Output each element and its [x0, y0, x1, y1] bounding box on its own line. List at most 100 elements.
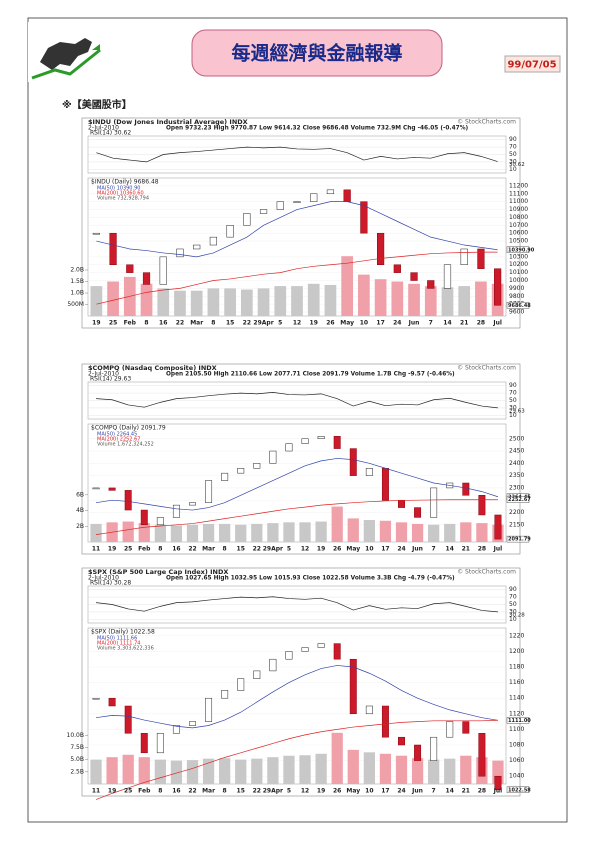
- legend-price: $INDU (Daily) 9686.48: [91, 179, 159, 186]
- candle: [108, 487, 116, 491]
- value-tag-box: [506, 302, 530, 309]
- y-tick-label: 2450: [509, 448, 524, 455]
- volume-bar: [299, 755, 311, 784]
- volume-bar: [90, 286, 103, 316]
- x-tick-label: Jul: [493, 788, 503, 795]
- x-tick-label: 8: [211, 320, 215, 327]
- chart-quote: Open 1027.65 High 1032.95 Low 1015.93 Cl…: [166, 576, 455, 582]
- y-tick-label: 2400: [509, 460, 524, 467]
- volume-bar: [219, 523, 231, 542]
- x-tick-label: 25: [124, 788, 132, 795]
- volume-bar: [395, 755, 408, 784]
- x-tick-label: 14: [446, 546, 454, 553]
- y-tick-label: 1220: [509, 632, 524, 639]
- rsi-line: [96, 146, 498, 163]
- y-tick-label: 10300: [509, 253, 528, 260]
- volume-bar: [331, 506, 343, 542]
- volume-bar: [90, 523, 102, 542]
- candle: [301, 647, 309, 652]
- candle: [92, 487, 100, 490]
- y-tick-label: 2500: [509, 435, 524, 442]
- volume-tick-label: 2B: [76, 523, 84, 530]
- x-tick-label: Jun: [408, 320, 420, 327]
- candle: [285, 651, 293, 660]
- logo: [28, 22, 108, 82]
- legend-price: $COMPQ (Daily) 2091.79: [91, 425, 166, 432]
- y-tick-label: 10200: [509, 261, 528, 268]
- x-tick-label: 24: [397, 546, 405, 553]
- candle: [189, 721, 196, 726]
- x-tick-label: 19: [317, 546, 325, 553]
- x-tick-label: 10: [365, 788, 373, 795]
- x-tick-label: 19: [92, 320, 100, 327]
- candle: [398, 736, 405, 746]
- x-tick-label: 15: [226, 320, 234, 327]
- chart-source: © StockCharts.com: [457, 569, 516, 576]
- candle: [124, 490, 132, 511]
- volume-bar: [475, 281, 487, 316]
- volume-bar: [441, 287, 454, 316]
- x-tick-label: 14: [446, 788, 454, 795]
- x-tick-label: Mar: [202, 546, 215, 553]
- candle: [176, 248, 184, 258]
- x-tick-label: 28: [477, 320, 485, 327]
- volume-bar: [428, 759, 440, 784]
- y-tick-label: 1200: [509, 648, 524, 655]
- volume-bar: [219, 758, 231, 784]
- rsi-tag: 30.62: [509, 162, 525, 168]
- candle: [172, 725, 180, 734]
- x-tick-label: 5: [287, 788, 291, 795]
- y-tick-label: 1100: [509, 726, 524, 733]
- candle: [156, 733, 164, 754]
- rsi-line: [96, 392, 499, 409]
- volume-bar: [363, 752, 375, 784]
- chart-date: 2-Jul-2010: [88, 125, 119, 132]
- report-date: 99/07/05: [507, 60, 556, 71]
- x-tick-label: 15: [237, 788, 245, 795]
- chart-title: $INDU (Dow Jones Industrial Average) IND…: [88, 118, 248, 126]
- volume-bar: [315, 753, 327, 784]
- y-tick-label: 9600: [509, 309, 524, 316]
- y-tick-label: 10100: [509, 269, 528, 276]
- chart-date: 2-Jul-2010: [88, 371, 119, 378]
- volume-bar: [190, 290, 203, 316]
- volume-bar: [174, 290, 186, 316]
- ma200-line: [95, 499, 498, 535]
- volume-bar: [476, 523, 488, 542]
- rsi-tag: 30.28: [509, 612, 525, 618]
- rsi-tick-label: 10: [509, 166, 517, 173]
- x-tick-label: 22: [188, 546, 196, 553]
- candle: [414, 744, 422, 761]
- volume-bar: [170, 525, 183, 542]
- report-title: 每週經濟與金融報導: [231, 42, 402, 65]
- candle: [460, 248, 468, 265]
- candle: [478, 733, 486, 777]
- y-tick-label: 10700: [509, 222, 528, 229]
- volume-bar: [458, 286, 471, 316]
- value-tag-box: [506, 717, 530, 724]
- volume-bar: [235, 524, 247, 542]
- y-tick-label: 10800: [509, 214, 528, 221]
- volume-bar: [283, 522, 295, 542]
- candle: [494, 775, 502, 791]
- volume-bar: [257, 288, 270, 316]
- y-tick-label: 10000: [509, 277, 528, 284]
- legend-ma50: MA(50) 2264.45: [97, 432, 137, 438]
- volume-bar: [283, 755, 295, 784]
- x-tick-label: 26: [326, 320, 334, 327]
- volume-bar: [347, 749, 359, 784]
- value-tag: 10390.90: [508, 247, 535, 253]
- candle: [349, 448, 357, 476]
- y-tick-label: 1080: [509, 742, 524, 749]
- rsi-tick-label: 70: [509, 390, 517, 397]
- volume-bar: [138, 523, 150, 542]
- y-tick-label: 1140: [509, 695, 524, 702]
- volume-bar: [299, 522, 311, 542]
- y-tick-label: 11000: [509, 198, 528, 205]
- legend-volume: Volume 732,928,794: [97, 196, 149, 202]
- x-tick-label: 16: [159, 320, 167, 327]
- candle: [269, 450, 277, 464]
- y-tick-label: 11100: [509, 190, 528, 197]
- value-tag: 2091.79: [508, 537, 531, 543]
